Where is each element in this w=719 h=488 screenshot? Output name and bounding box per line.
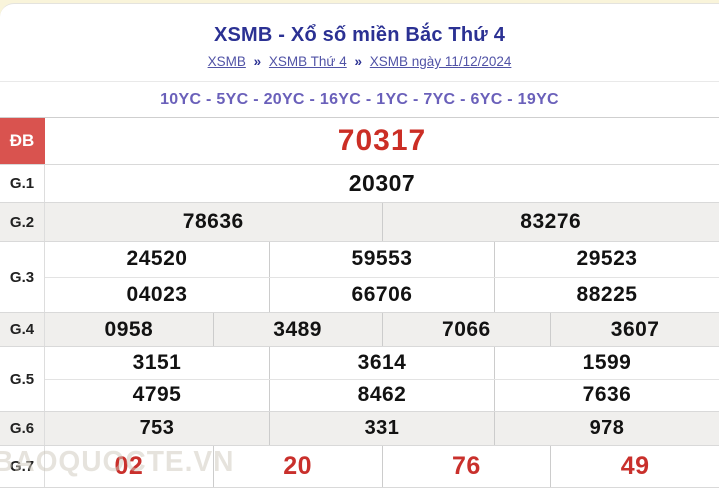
prize-number: 04023 (45, 278, 269, 313)
page-header: XSMB - Xổ số miền Bắc Thứ 4 XSMB » XSMB … (0, 4, 719, 81)
prize-number: 7636 (494, 380, 719, 412)
prize-row-g1: G.1 20307 (0, 165, 719, 203)
breadcrumb-link-xsmb-thu4[interactable]: XSMB Thứ 4 (269, 54, 347, 69)
prize-number: 88225 (494, 278, 719, 313)
prize-number: 59553 (269, 242, 494, 277)
prize-number: 7066 (382, 313, 551, 346)
prize-number: 8462 (269, 380, 494, 412)
prize-row-g6: G.6 753 331 978 (0, 412, 719, 446)
prize-number: 331 (269, 412, 494, 445)
prize-number: 49 (550, 446, 719, 487)
content-card: XSMB - Xổ số miền Bắc Thứ 4 XSMB » XSMB … (0, 3, 719, 486)
prize-number: 76 (382, 446, 551, 487)
breadcrumb-link-xsmb-date[interactable]: XSMB ngày 11/12/2024 (370, 54, 512, 69)
prize-number: 3607 (550, 313, 719, 346)
prize-number: 1599 (494, 347, 719, 379)
yc-codes-line: 10YC - 5YC - 20YC - 16YC - 1YC - 7YC - 6… (0, 82, 719, 117)
prize-label-g1: G.1 (0, 165, 45, 202)
prize-row-g7: G.7 02 20 76 49 (0, 446, 719, 488)
prize-label-g3: G.3 (0, 242, 45, 312)
prize-number: 4795 (45, 380, 269, 412)
prize-label-g7: G.7 (0, 446, 45, 487)
prize-row-special: ĐB 70317 (0, 118, 719, 165)
breadcrumb-separator: » (254, 54, 262, 69)
prize-label-db: ĐB (0, 118, 45, 164)
breadcrumb: XSMB » XSMB Thứ 4 » XSMB ngày 11/12/2024 (0, 54, 719, 69)
breadcrumb-link-xsmb[interactable]: XSMB (208, 54, 246, 69)
prize-number: 20307 (45, 165, 719, 202)
page-title: XSMB - Xổ số miền Bắc Thứ 4 (0, 4, 719, 47)
prize-number: 3489 (213, 313, 382, 346)
prize-number: 3614 (269, 347, 494, 379)
prize-row-g4: G.4 0958 3489 7066 3607 (0, 313, 719, 347)
prize-row-g5: G.5 3151 3614 1599 4795 8462 7636 (0, 347, 719, 412)
prize-row-g2: G.2 78636 83276 (0, 203, 719, 242)
prize-row-g3: G.3 24520 59553 29523 04023 66706 88225 (0, 242, 719, 313)
prize-number: 0958 (45, 313, 213, 346)
prize-number: 24520 (45, 242, 269, 277)
prize-label-g5: G.5 (0, 347, 45, 411)
results-table: ĐB 70317 G.1 20307 G.2 78636 83276 G.3 2… (0, 117, 719, 488)
prize-label-g6: G.6 (0, 412, 45, 445)
prize-label-g2: G.2 (0, 203, 45, 241)
prize-number: 753 (45, 412, 269, 445)
prize-number: 3151 (45, 347, 269, 379)
prize-label-g4: G.4 (0, 313, 45, 346)
prize-number: 29523 (494, 242, 719, 277)
prize-number: 78636 (45, 203, 382, 241)
prize-number: 83276 (382, 203, 719, 241)
breadcrumb-separator: » (355, 54, 363, 69)
prize-number: 70317 (45, 118, 719, 164)
prize-number: 66706 (269, 278, 494, 313)
prize-number: 02 (45, 446, 213, 487)
prize-number: 978 (494, 412, 719, 445)
prize-number: 20 (213, 446, 382, 487)
